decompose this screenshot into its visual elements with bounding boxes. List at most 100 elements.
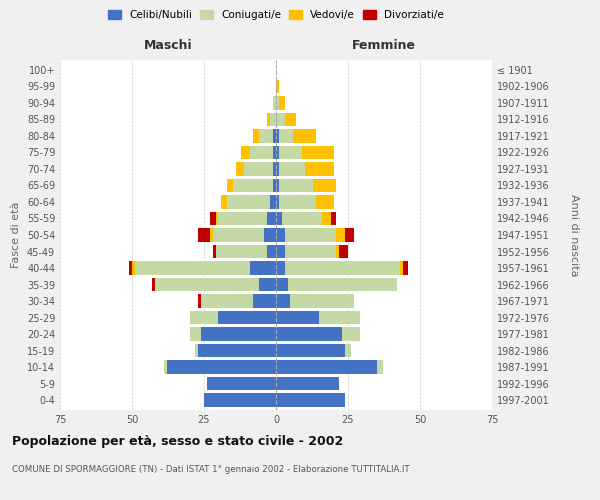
Bar [236, 162, 244, 175]
Bar [319, 311, 359, 324]
Bar [279, 130, 293, 142]
Bar [268, 212, 276, 225]
Bar [276, 146, 279, 159]
Bar [167, 360, 276, 374]
Bar [276, 311, 319, 324]
Bar [276, 278, 287, 291]
Bar [331, 212, 337, 225]
Bar [305, 162, 334, 175]
Bar [268, 113, 270, 126]
Bar [276, 80, 279, 93]
Y-axis label: Fasce di età: Fasce di età [11, 202, 21, 268]
Bar [198, 344, 276, 357]
Bar [135, 262, 250, 274]
Bar [276, 162, 279, 175]
Bar [284, 245, 337, 258]
Bar [270, 196, 276, 208]
Bar [132, 262, 135, 274]
Bar [259, 278, 276, 291]
Bar [152, 278, 155, 291]
Bar [268, 245, 276, 258]
Bar [276, 96, 279, 110]
Bar [190, 311, 218, 324]
Bar [276, 344, 345, 357]
Text: COMUNE DI SPORMAGGIORE (TN) - Dati ISTAT 1° gennaio 2002 - Elaborazione TUTTITAL: COMUNE DI SPORMAGGIORE (TN) - Dati ISTAT… [12, 465, 410, 474]
Bar [210, 212, 215, 225]
Bar [345, 228, 354, 241]
Y-axis label: Anni di nascita: Anni di nascita [569, 194, 579, 276]
Bar [227, 179, 233, 192]
Bar [322, 212, 331, 225]
Bar [276, 360, 377, 374]
Bar [276, 179, 279, 192]
Bar [403, 262, 409, 274]
Bar [198, 294, 201, 308]
Bar [276, 113, 284, 126]
Bar [250, 146, 273, 159]
Bar [233, 179, 273, 192]
Bar [201, 328, 276, 340]
Bar [279, 162, 305, 175]
Bar [241, 146, 250, 159]
Bar [190, 328, 201, 340]
Bar [340, 245, 348, 258]
Bar [276, 130, 279, 142]
Bar [276, 228, 284, 241]
Bar [342, 328, 359, 340]
Bar [377, 360, 383, 374]
Bar [201, 294, 253, 308]
Bar [279, 146, 302, 159]
Bar [276, 394, 345, 406]
Bar [218, 311, 276, 324]
Bar [164, 360, 167, 374]
Text: Popolazione per età, sesso e stato civile - 2002: Popolazione per età, sesso e stato civil… [12, 435, 343, 448]
Bar [279, 96, 284, 110]
Bar [276, 377, 340, 390]
Bar [270, 113, 276, 126]
Legend: Celibi/Nubili, Coniugati/e, Vedovi/e, Divorziati/e: Celibi/Nubili, Coniugati/e, Vedovi/e, Di… [106, 8, 446, 22]
Bar [284, 228, 337, 241]
Bar [345, 344, 351, 357]
Bar [302, 146, 334, 159]
Bar [207, 377, 276, 390]
Bar [215, 245, 268, 258]
Bar [276, 328, 342, 340]
Bar [250, 262, 276, 274]
Bar [287, 278, 397, 291]
Bar [273, 146, 276, 159]
Bar [276, 294, 290, 308]
Bar [279, 179, 313, 192]
Bar [218, 212, 268, 225]
Bar [276, 212, 282, 225]
Bar [276, 262, 284, 274]
Bar [337, 228, 345, 241]
Bar [316, 196, 334, 208]
Bar [212, 245, 215, 258]
Bar [293, 130, 316, 142]
Bar [290, 294, 354, 308]
Bar [273, 179, 276, 192]
Bar [284, 262, 400, 274]
Bar [265, 228, 276, 241]
Bar [400, 262, 403, 274]
Bar [337, 245, 340, 258]
Bar [313, 179, 337, 192]
Bar [273, 96, 276, 110]
Bar [221, 196, 227, 208]
Bar [276, 245, 284, 258]
Bar [204, 394, 276, 406]
Bar [253, 130, 259, 142]
Bar [129, 262, 132, 274]
Bar [227, 196, 270, 208]
Bar [196, 344, 198, 357]
Bar [284, 113, 296, 126]
Bar [282, 212, 322, 225]
Bar [210, 228, 212, 241]
Bar [259, 130, 273, 142]
Bar [276, 196, 279, 208]
Text: Maschi: Maschi [143, 38, 193, 52]
Bar [155, 278, 259, 291]
Bar [253, 294, 276, 308]
Bar [273, 130, 276, 142]
Bar [198, 228, 210, 241]
